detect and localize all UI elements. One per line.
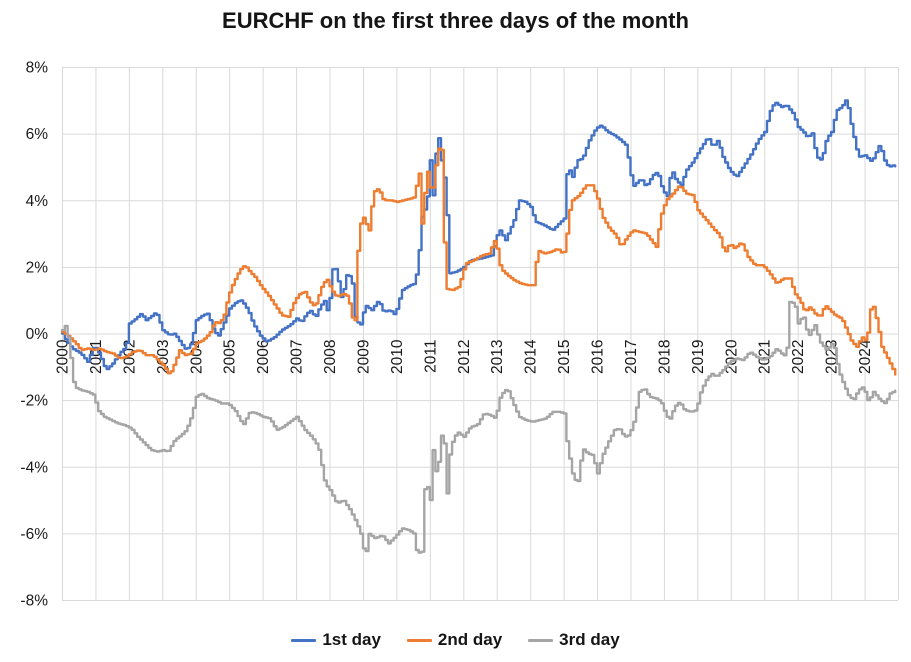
x-tick-label: 2012 [456, 340, 473, 374]
x-tick-label: 2014 [523, 339, 540, 374]
y-tick-label: -6% [20, 526, 48, 543]
legend-label-2nd-day: 2nd day [437, 630, 503, 649]
legend-item-2nd-day: 2nd day [406, 630, 503, 650]
x-tick-label: 2015 [556, 340, 573, 374]
x-tick-label: 2022 [790, 340, 807, 374]
x-tick-label: 2011 [422, 340, 439, 373]
x-tick-label: 2018 [656, 340, 673, 374]
legend-line-swatch-3rd-day [528, 638, 554, 642]
legend-line-swatch-1st-day [291, 638, 317, 642]
legend-label-1st-day: 1st day [322, 630, 381, 649]
y-tick-label: 4% [26, 193, 49, 210]
x-tick-label: 2016 [590, 340, 607, 374]
y-tick-label: -2% [20, 393, 48, 410]
x-tick-label: 2021 [757, 340, 774, 374]
legend-item-1st-day: 1st day [291, 630, 381, 650]
gridlines [62, 67, 899, 601]
x-tick-label: 2019 [690, 340, 707, 374]
legend-line-swatch-2nd-day [406, 638, 432, 642]
y-axis-tick-labels: 8% 6% 4% 2% 0% -2% -4% -6% -8% [20, 60, 48, 610]
x-tick-label: 2000 [55, 339, 72, 374]
x-tick-label: 2006 [255, 340, 272, 374]
y-tick-label: 8% [26, 60, 49, 77]
y-tick-label: 0% [26, 326, 49, 343]
series-line-3rd-day [60, 300, 897, 554]
y-tick-label: 2% [26, 259, 49, 276]
legend-label-3rd-day: 3rd day [559, 630, 620, 649]
series-line-2nd-day [60, 147, 897, 376]
legend: 1st day 2nd day 3rd day [0, 630, 911, 650]
chart-title: EURCHF on the first three days of the mo… [222, 8, 689, 33]
x-tick-label: 2005 [222, 340, 239, 374]
x-tick-label: 2004 [188, 339, 205, 374]
y-tick-label: 6% [26, 126, 49, 143]
x-tick-label: 2024 [857, 339, 874, 374]
x-tick-label: 2008 [322, 340, 339, 374]
series-line-1st-day [60, 99, 897, 371]
y-tick-label: -8% [20, 593, 48, 610]
x-tick-label: 2007 [289, 340, 306, 374]
y-tick-label: -4% [20, 459, 48, 476]
x-tick-label: 2017 [623, 340, 640, 374]
x-tick-label: 2013 [489, 340, 506, 374]
legend-item-3rd-day: 3rd day [528, 630, 620, 650]
x-tick-label: 2003 [155, 340, 172, 374]
x-tick-label: 2010 [389, 339, 406, 374]
x-tick-label: 2009 [355, 340, 372, 374]
